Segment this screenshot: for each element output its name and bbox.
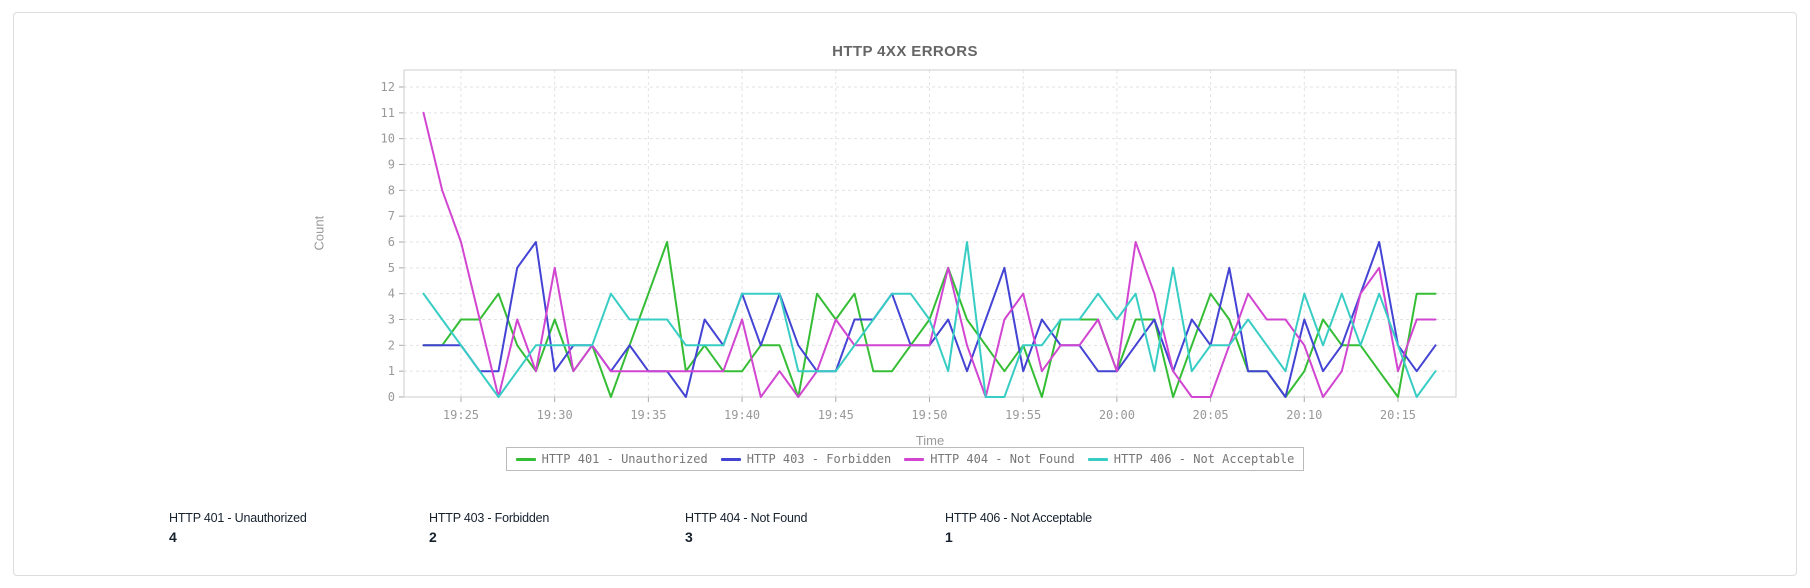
- legend-item-403[interactable]: HTTP 403 - Forbidden: [720, 452, 892, 466]
- x-tick-label: 19:35: [630, 408, 666, 422]
- y-tick-label: 4: [388, 287, 395, 301]
- legend-label: HTTP 401 - Unauthorized: [541, 452, 708, 466]
- y-tick-label: 2: [388, 338, 395, 352]
- summary-value: 3: [685, 529, 693, 545]
- y-tick-label: 12: [381, 80, 395, 94]
- legend-line-icon: [904, 457, 925, 461]
- x-tick-label: 20:15: [1380, 408, 1416, 422]
- series-line-406[interactable]: [422, 241, 1437, 398]
- y-tick-label: 0: [388, 390, 395, 404]
- legend-label: HTTP 406 - Not Acceptable: [1113, 452, 1295, 466]
- y-tick-label: 3: [388, 313, 395, 327]
- chart-title: HTTP 4XX ERRORS: [832, 43, 978, 60]
- x-tick-label: 19:55: [1005, 408, 1041, 422]
- legend-line-icon: [720, 457, 741, 461]
- summary-item-403: HTTP 403 - Forbidden 2: [429, 511, 679, 545]
- x-tick-label: 20:00: [1099, 408, 1135, 422]
- y-tick-label: 11: [381, 106, 395, 120]
- chart-area: 0 1 2 3 4 5 6 7 8 9 10 11 12 19:25 19:30 19:35 19:40 19:4…: [14, 13, 1796, 483]
- y-axis-label: Count: [311, 215, 327, 251]
- legend-item-404[interactable]: HTTP 404 - Not Found: [904, 452, 1075, 466]
- summary-value: 4: [169, 529, 177, 545]
- legend-line-icon: [1087, 457, 1108, 461]
- summary-value: 2: [429, 529, 437, 545]
- summary-label: HTTP 403 - Forbidden: [429, 511, 550, 525]
- x-tick-label: 20:10: [1286, 408, 1322, 422]
- x-tick-label: 19:40: [724, 408, 760, 422]
- x-tick-label: 19:30: [537, 408, 573, 422]
- y-tick-label: 5: [388, 261, 395, 275]
- chart-legend: HTTP 401 - Unauthorized HTTP 403 - Forbid…: [505, 447, 1305, 471]
- legend-label: HTTP 403 - Forbidden: [746, 452, 892, 466]
- x-tick-label: 19:45: [818, 408, 854, 422]
- chart-card: HTTP 4XX ERRORS 0 1 2 3 4 5 6 7 8 9 10 11 12 19:25 19:…: [13, 12, 1797, 576]
- plot-border: [403, 69, 1457, 398]
- y-tick-label: 7: [388, 209, 395, 223]
- summary-row: HTTP 401 - Unauthorized 4 HTTP 403 - Forbi…: [14, 511, 1796, 559]
- summary-value: 1: [945, 529, 953, 545]
- summary-label: HTTP 404 - Not Found: [685, 511, 808, 525]
- x-tick-label: 19:50: [911, 408, 947, 422]
- summary-label: HTTP 401 - Unauthorized: [169, 511, 307, 525]
- y-tick-label: 6: [388, 235, 395, 249]
- legend-item-406[interactable]: HTTP 406 - Not Acceptable: [1087, 452, 1295, 466]
- summary-label: HTTP 406 - Not Acceptable: [945, 511, 1092, 525]
- legend-row: HTTP 401 - Unauthorized HTTP 403 - Forbid…: [14, 447, 1796, 471]
- x-axis-label: Time: [915, 433, 945, 448]
- legend-line-icon: [515, 457, 536, 461]
- y-tick-label: 1: [388, 364, 395, 378]
- y-tick-label: 8: [388, 183, 395, 197]
- y-tick-label: 9: [388, 158, 395, 172]
- legend-item-401[interactable]: HTTP 401 - Unauthorized: [515, 452, 708, 466]
- y-tick-label: 10: [381, 132, 395, 146]
- summary-item-401: HTTP 401 - Unauthorized 4: [169, 511, 419, 545]
- legend-label: HTTP 404 - Not Found: [930, 452, 1075, 466]
- summary-item-404: HTTP 404 - Not Found 3: [685, 511, 935, 545]
- x-tick-label: 19:25: [443, 408, 479, 422]
- summary-item-406: HTTP 406 - Not Acceptable 1: [945, 511, 1195, 545]
- x-tick-label: 20:05: [1193, 408, 1229, 422]
